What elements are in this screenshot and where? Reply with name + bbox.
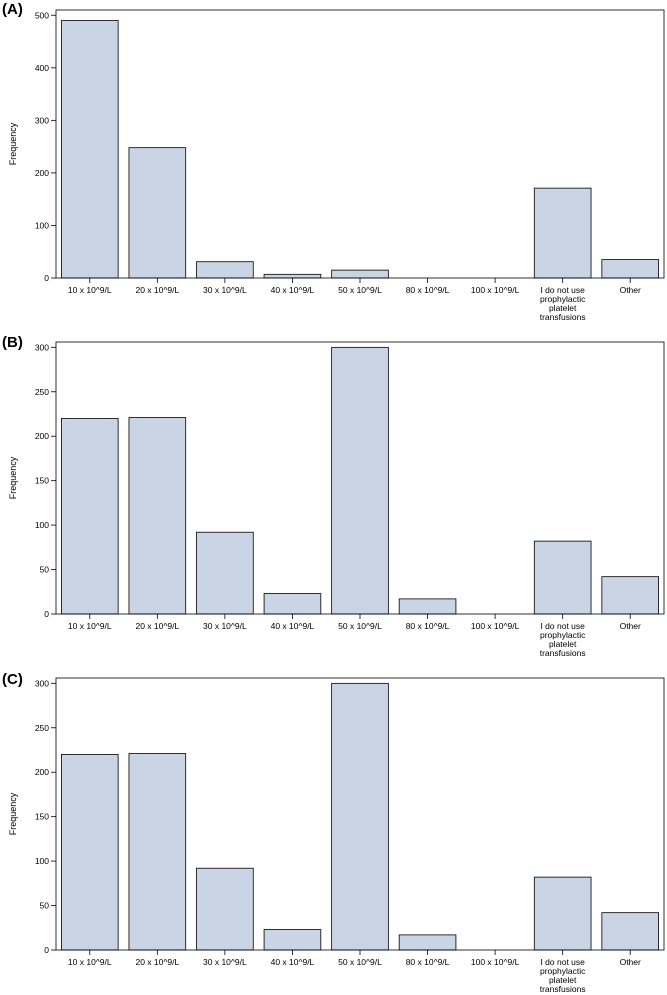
bar: [263, 929, 322, 951]
x-tick-label: transfusions: [540, 648, 586, 658]
y-tick-label: 300: [35, 678, 49, 688]
x-tick-label: transfusions: [540, 984, 586, 994]
x-tick-label: transfusions: [540, 312, 586, 322]
x-tick-label: Other: [620, 957, 641, 967]
x-tick-label: prophylactic: [540, 294, 586, 304]
bar: [61, 418, 119, 615]
x-tick-label: 80 x 10^9/L: [406, 957, 450, 967]
y-tick-label: 50: [40, 565, 50, 575]
bar: [601, 259, 659, 279]
y-axis-label: Frequency: [8, 122, 18, 165]
x-tick-label: 30 x 10^9/L: [203, 285, 247, 295]
x-tick-label: 100 x 10^9/L: [471, 957, 520, 967]
y-tick-label: 200: [35, 168, 49, 178]
y-tick-label: 0: [44, 945, 49, 955]
bar: [61, 20, 119, 279]
bar: [533, 876, 592, 951]
x-tick-label: 50 x 10^9/L: [338, 285, 382, 295]
bar: [533, 540, 592, 615]
bar: [263, 273, 322, 279]
x-tick-label: 20 x 10^9/L: [135, 621, 179, 631]
x-tick-label: platelet: [549, 975, 577, 985]
y-tick-label: 200: [35, 767, 49, 777]
y-tick-label: 200: [35, 431, 49, 441]
bar: [196, 261, 254, 279]
x-tick-label: Other: [620, 285, 641, 295]
x-tick-label: I do not use: [540, 285, 585, 295]
x-tick-label: prophylactic: [540, 966, 586, 976]
bar: [398, 598, 457, 615]
y-tick-label: 100: [35, 856, 49, 866]
y-tick-label: 400: [35, 63, 49, 73]
bar: [61, 754, 119, 951]
y-tick-label: 50: [40, 901, 50, 911]
x-tick-label: 20 x 10^9/L: [135, 285, 179, 295]
x-tick-label: platelet: [549, 639, 577, 649]
x-tick-label: 80 x 10^9/L: [406, 285, 450, 295]
x-tick-label: platelet: [549, 303, 577, 313]
x-tick-label: 40 x 10^9/L: [271, 285, 315, 295]
y-tick-label: 300: [35, 115, 49, 125]
plot-frame: [55, 341, 665, 615]
chart-panel-b: (B) Frequency 0 50 100 150 200 250 300 10 x 10^9/…: [2, 334, 665, 658]
y-tick-label: 150: [35, 812, 49, 822]
x-tick-label: Other: [620, 621, 641, 631]
bar: [331, 682, 389, 951]
bar: [601, 912, 659, 951]
x-tick-label: 10 x 10^9/L: [68, 621, 112, 631]
y-tick-label: 500: [35, 10, 49, 20]
bar: [128, 147, 187, 279]
y-tick-label: 150: [35, 476, 49, 486]
bar: [263, 593, 322, 615]
bar: [331, 346, 389, 615]
x-tick-label: prophylactic: [540, 630, 586, 640]
plot-frame: [55, 9, 665, 279]
x-tick-label: 10 x 10^9/L: [68, 285, 112, 295]
y-tick-label: 100: [35, 520, 49, 530]
y-tick-label: 250: [35, 387, 49, 397]
panel-label: (C): [2, 671, 23, 688]
bar: [398, 934, 457, 951]
bar: [196, 867, 254, 951]
x-tick-label: I do not use: [540, 957, 585, 967]
bar: [601, 576, 659, 615]
y-tick-label: 100: [35, 220, 49, 230]
x-tick-label: 40 x 10^9/L: [271, 957, 315, 967]
x-tick-label: 40 x 10^9/L: [271, 621, 315, 631]
chart-panel-a: (A) Frequency 0 100 200 300 400 500 10 x 10^9/L 2…: [2, 1, 665, 322]
y-tick-label: 300: [35, 342, 49, 352]
y-axis-label: Frequency: [8, 792, 18, 835]
y-axis-label: Frequency: [8, 456, 18, 499]
bar: [196, 531, 254, 615]
plot-frame: [55, 677, 665, 951]
y-tick-label: 0: [44, 609, 49, 619]
x-tick-label: 80 x 10^9/L: [406, 621, 450, 631]
x-tick-label: 30 x 10^9/L: [203, 957, 247, 967]
x-tick-label: 50 x 10^9/L: [338, 621, 382, 631]
bar: [331, 269, 389, 279]
x-tick-label: I do not use: [540, 621, 585, 631]
y-tick-label: 250: [35, 723, 49, 733]
x-tick-label: 100 x 10^9/L: [471, 621, 520, 631]
bar: [533, 187, 592, 279]
x-tick-label: 20 x 10^9/L: [135, 957, 179, 967]
x-tick-label: 30 x 10^9/L: [203, 621, 247, 631]
x-tick-label: 50 x 10^9/L: [338, 957, 382, 967]
bar: [128, 417, 187, 615]
x-tick-label: 100 x 10^9/L: [471, 285, 520, 295]
panel-label: (A): [2, 1, 23, 18]
bar: [128, 753, 187, 951]
y-tick-label: 0: [44, 273, 49, 283]
x-tick-label: 10 x 10^9/L: [68, 957, 112, 967]
panel-label: (B): [2, 334, 23, 351]
chart-panel-c: (C) Frequency 0 50 100 150 200 250 300 10 x 10^9/…: [2, 671, 665, 994]
